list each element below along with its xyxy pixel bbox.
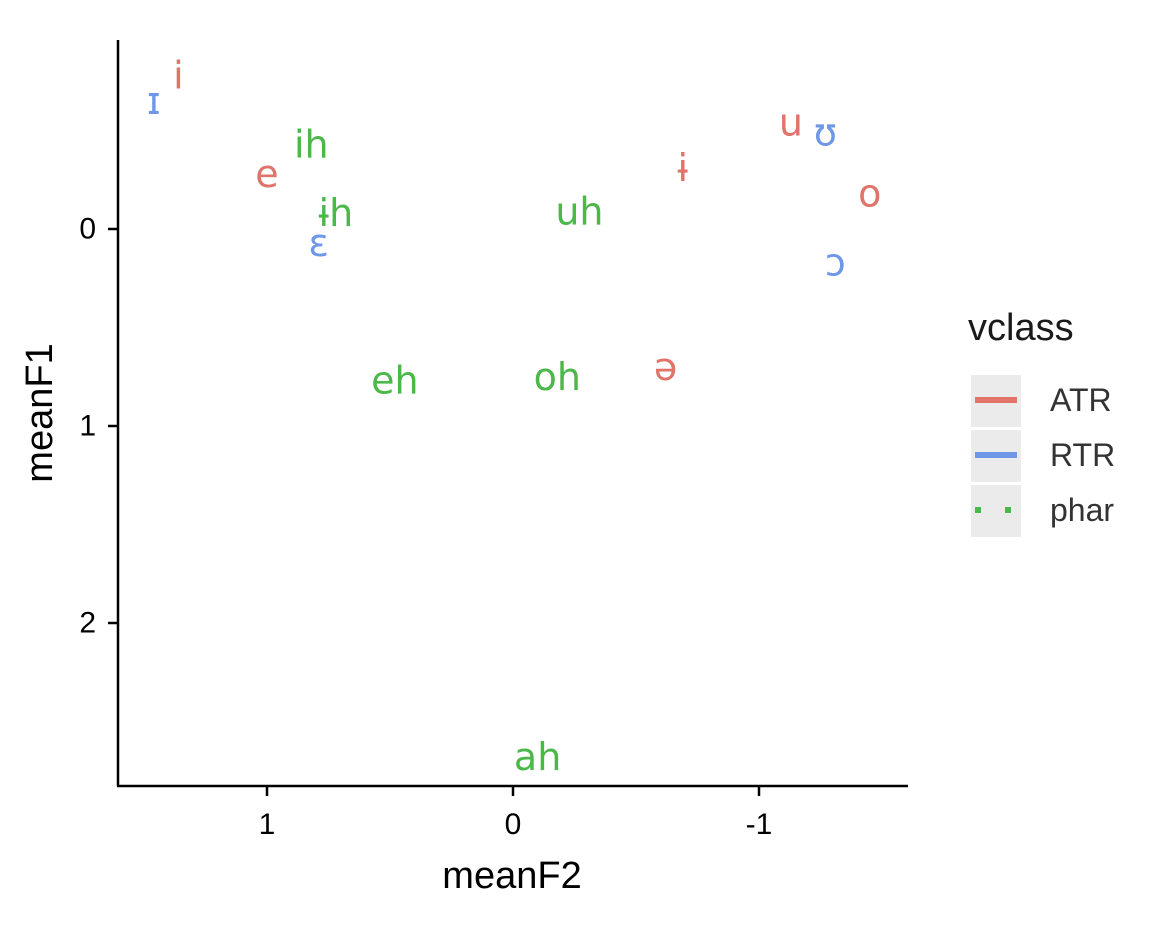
x-tick-label: 0 — [505, 808, 522, 841]
point-label-phar-4: oh — [534, 355, 581, 399]
legend: vclass ATR RTR phar — [968, 307, 1115, 537]
legend-label-phar: phar — [1050, 492, 1114, 528]
legend-label-atr: ATR — [1050, 382, 1112, 418]
y-tick-label: 2 — [79, 607, 96, 640]
plot-marks: i e u ɨ o ə ɪ ɛ ʊ ɔ ih ɨh uh eh oh ah — [147, 53, 882, 779]
point-label-rtr-3: ɔ — [825, 240, 846, 284]
point-label-rtr-2: ʊ — [814, 110, 837, 154]
point-label-atr-2: u — [779, 101, 803, 145]
y-tick-label: 0 — [79, 213, 96, 246]
legend-label-rtr: RTR — [1050, 437, 1115, 473]
y-axis-ticks: 0 1 2 — [79, 213, 118, 640]
legend-entries: ATR RTR phar — [971, 375, 1115, 537]
x-axis-title: meanF2 — [442, 855, 581, 897]
point-label-phar-3: eh — [371, 359, 418, 403]
point-label-rtr-0: ɪ — [147, 79, 161, 123]
point-label-rtr-1: ɛ — [308, 221, 329, 265]
point-label-phar-5: ah — [514, 735, 561, 779]
point-label-atr-0: i — [173, 53, 184, 97]
point-label-phar-0: ih — [294, 122, 329, 166]
point-label-atr-5: ə — [654, 345, 677, 389]
point-label-atr-4: o — [858, 172, 881, 216]
point-label-atr-3: ɨ — [677, 146, 688, 190]
x-axis-ticks: 1 0 -1 — [259, 786, 773, 841]
point-label-phar-1: ɨh — [319, 191, 354, 235]
y-tick-label: 1 — [79, 410, 96, 443]
point-label-atr-1: e — [255, 152, 278, 196]
point-label-phar-2: uh — [555, 189, 603, 233]
legend-title: vclass — [968, 307, 1074, 349]
x-tick-label: -1 — [746, 808, 773, 841]
y-axis-title: meanF1 — [19, 343, 61, 482]
x-tick-label: 1 — [259, 808, 276, 841]
